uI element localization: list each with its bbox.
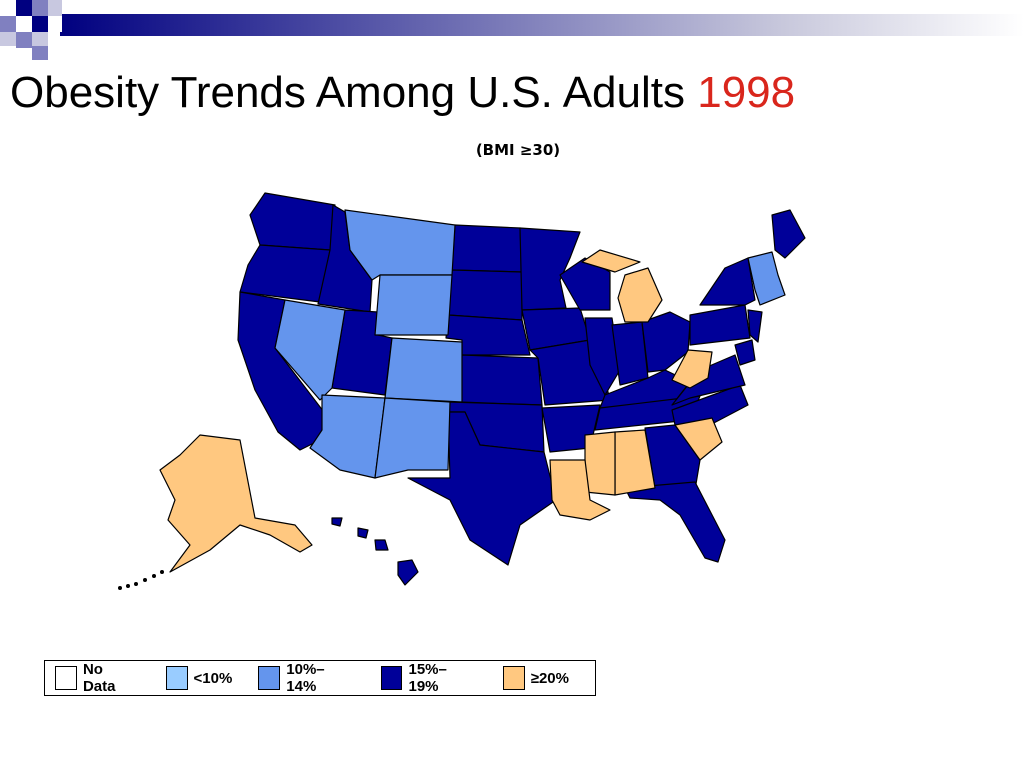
state-hawaii-island-4: [331, 517, 343, 527]
legend-label-10-14: 10%–14%: [286, 661, 325, 695]
state-new-mexico: [374, 397, 451, 479]
state-maine: [771, 209, 806, 259]
states-10-14: [274, 209, 786, 479]
legend-item-ge20: ≥20%: [502, 666, 569, 690]
state-michigan-up: [581, 249, 641, 273]
state-michigan: [617, 267, 663, 323]
legend-item-lt10: <10%: [165, 666, 233, 690]
state-arizona: [309, 394, 386, 479]
state-alaska: [159, 434, 313, 573]
state-north-dakota: [451, 224, 523, 273]
state-mississippi: [584, 431, 616, 496]
legend-item-10-14: 10%–14%: [258, 661, 354, 695]
state-kansas: [459, 354, 543, 406]
legend-label-ge20: ≥20%: [530, 669, 569, 687]
slide-title: Obesity Trends Among U.S. Adults 1998: [10, 66, 795, 120]
state-washington: [249, 192, 336, 251]
state-south-dakota: [447, 269, 523, 321]
us-obesity-map: [118, 192, 806, 590]
legend-swatch-no-data: [55, 666, 77, 690]
legend-swatch-ge20: [502, 666, 525, 690]
legend-label-15-19: 15%–19%: [408, 661, 447, 695]
decorative-header-band: [0, 0, 1024, 60]
states-ge20: [159, 249, 723, 573]
alaska-aleutian-islands: [118, 570, 164, 590]
state-pennsylvania: [689, 304, 751, 346]
title-text: Obesity Trends Among U.S. Adults: [10, 68, 685, 117]
state-nevada: [274, 299, 346, 401]
state-texas: [407, 411, 557, 566]
state-oregon: [239, 244, 331, 303]
state-hawaii: [397, 559, 419, 586]
legend-item-15-19: 15%–19%: [380, 661, 477, 695]
state-new-jersey: [747, 309, 763, 343]
state-wisconsin: [559, 257, 611, 311]
state-new-york: [699, 257, 756, 306]
state-illinois: [584, 317, 621, 396]
legend-label-lt10: <10%: [193, 669, 233, 687]
state-louisiana: [549, 459, 611, 521]
state-florida: [624, 481, 726, 563]
legend-label-no-data: No Data: [82, 661, 116, 695]
legend-swatch-lt10: [165, 666, 188, 690]
state-colorado: [384, 337, 463, 403]
state-maryland-delaware: [734, 339, 756, 366]
state-new-england: [747, 251, 786, 306]
map-legend: No Data <10% 10%–14% 15%–19% ≥20%: [44, 660, 596, 696]
legend-swatch-10-14: [258, 666, 281, 690]
subtitle: (BMI ≥30): [475, 141, 561, 159]
state-hawaii-island-3: [357, 527, 369, 539]
state-west-virginia: [671, 349, 713, 389]
legend-item-no-data: No Data: [55, 661, 140, 695]
state-south-carolina: [674, 417, 723, 461]
state-hawaii-island-2: [374, 539, 389, 551]
title-year: 1998: [697, 68, 796, 117]
state-wyoming: [374, 274, 453, 336]
legend-swatch-15-19: [380, 666, 403, 690]
